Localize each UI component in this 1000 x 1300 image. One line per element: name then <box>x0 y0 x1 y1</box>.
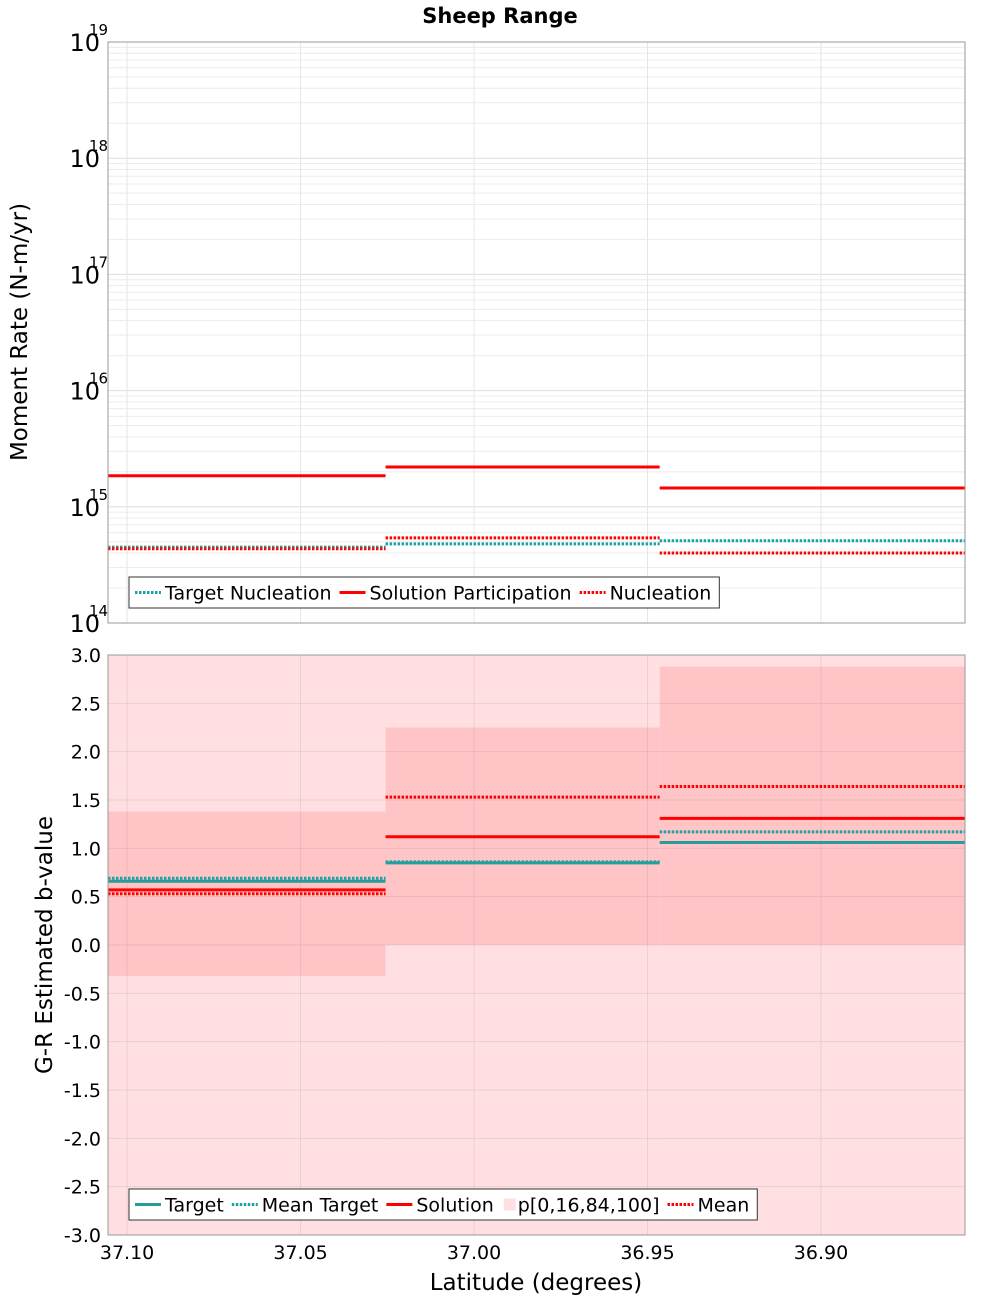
bottom-y-tick-labels: -3.0 -2.5 -2.0 -1.5 -1.0 -0.5 0.0 0.5 1.0 1.5 2.0 2… <box>64 645 101 1247</box>
top-y-tick-exponent: 19 <box>89 21 108 39</box>
top-grid <box>108 41 965 624</box>
bottom-y-tick-label: -1.5 <box>64 1080 101 1102</box>
bottom-y-tick-label: 0.0 <box>71 935 101 957</box>
bottom-y-tick-label: -2.0 <box>64 1128 101 1150</box>
top-legend-entry: Nucleation <box>610 583 712 605</box>
top-y-tick-base: 10 <box>69 145 100 173</box>
bottom-bands <box>108 655 965 1235</box>
bottom-y-tick-label: -0.5 <box>64 983 101 1005</box>
bottom-series <box>108 784 965 896</box>
top-y-tick-exponent: 18 <box>89 137 108 155</box>
bottom-legend-entry: Target <box>164 1195 224 1217</box>
top-legend-entry: Solution Participation <box>370 583 572 605</box>
x-tick-label: 36.90 <box>794 1242 848 1264</box>
bottom-legend: Target Mean Target Solution p[0,16,84,100] M… <box>128 1188 758 1221</box>
top-plot-background <box>108 42 965 623</box>
x-tick-label: 36.95 <box>620 1242 674 1264</box>
bottom-y-tick-label: -2.5 <box>64 1177 101 1199</box>
x-tick-label: 37.00 <box>447 1242 501 1264</box>
top-y-tick-base: 10 <box>69 610 100 638</box>
bottom-y-tick-label: 2.0 <box>71 742 101 764</box>
top-y-tick-exponent: 14 <box>89 602 108 620</box>
top-y-tick-base: 10 <box>69 261 100 289</box>
bottom-legend-band-swatch <box>503 1198 516 1211</box>
bottom-y-tick-label: 2.5 <box>71 693 101 715</box>
top-y-tick-base: 10 <box>69 494 100 522</box>
top-y-axis-label: Moment Rate (N-m/yr) <box>7 203 33 461</box>
bottom-y-axis-label: G-R Estimated b-value <box>32 816 58 1074</box>
top-legend-entry: Target Nucleation <box>164 583 332 605</box>
bottom-y-tick-label: -1.0 <box>64 1032 101 1054</box>
inner-band <box>659 666 965 945</box>
bottom-panel: -3.0 -2.5 -2.0 -1.5 -1.0 -0.5 0.0 0.5 1.0 1.5 2.0 2… <box>32 645 966 1296</box>
bottom-y-tick-label: 0.5 <box>71 887 101 909</box>
top-y-tick-exponent: 15 <box>89 486 108 504</box>
bottom-y-tick-label: 1.5 <box>71 790 101 812</box>
x-tick-labels: 37.10 37.05 37.00 36.95 36.90 <box>100 1242 848 1264</box>
bottom-plot-frame <box>107 654 966 1236</box>
chart-title: Sheep Range <box>422 4 577 28</box>
x-tick-label: 37.05 <box>273 1242 327 1264</box>
bottom-legend-entry: Mean <box>698 1195 750 1217</box>
x-tick-label: 37.10 <box>100 1242 154 1264</box>
bottom-legend-entry: Mean Target <box>262 1195 379 1217</box>
bottom-y-tick-label: -3.0 <box>64 1225 101 1247</box>
top-y-tick-exponent: 16 <box>89 370 108 388</box>
top-y-tick-base: 10 <box>69 378 100 406</box>
top-legend-box <box>128 576 720 609</box>
top-y-tick-exponent: 17 <box>89 253 108 271</box>
x-axis-label: Latitude (degrees) <box>430 1270 643 1296</box>
top-y-tick-base: 10 <box>69 29 100 57</box>
top-plot-frame <box>107 41 966 624</box>
bottom-legend-entry: p[0,16,84,100] <box>518 1195 660 1217</box>
top-legend: Target Nucleation Solution Participation N… <box>128 576 720 609</box>
bottom-y-tick-label: 1.0 <box>71 838 101 860</box>
top-series <box>108 465 965 555</box>
bottom-y-tick-label: 3.0 <box>71 645 101 667</box>
bottom-legend-entry: Solution <box>416 1195 493 1217</box>
